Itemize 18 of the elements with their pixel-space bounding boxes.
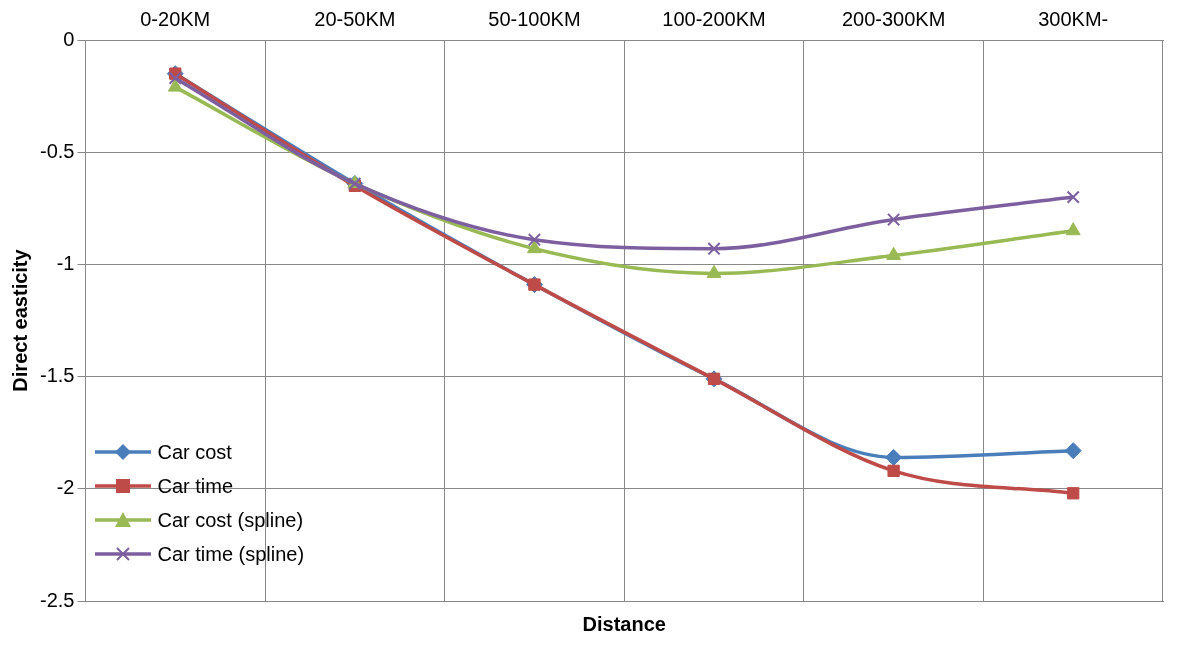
y-tick-label: -0.5 [39, 139, 75, 162]
y-tick-label: -1.5 [39, 364, 75, 387]
y-axis-title: Direct easticity [8, 248, 31, 392]
x-tick-label: 20-50KM [314, 7, 396, 30]
x-tick-label: 50-100KM [488, 7, 581, 30]
x-tick-label: 100-200KM [662, 7, 766, 30]
x-tick-label: 0-20KM [140, 7, 211, 30]
y-tick-label: -1 [56, 251, 75, 274]
y-tick-label: -2.5 [39, 588, 75, 611]
legend-label: Car time [157, 474, 234, 498]
x-tick-label: 200-300KM [841, 7, 946, 30]
y-tick-label: -2 [56, 476, 75, 499]
legend-label: Car cost (spline) [157, 508, 304, 532]
y-tick-label: 0 [63, 27, 75, 50]
x-tick-label: 300KM- [1038, 7, 1109, 30]
legend-label: Car cost [157, 440, 232, 464]
legend-label: Car time (spline) [157, 542, 305, 566]
x-axis-title: Distance [582, 612, 666, 635]
